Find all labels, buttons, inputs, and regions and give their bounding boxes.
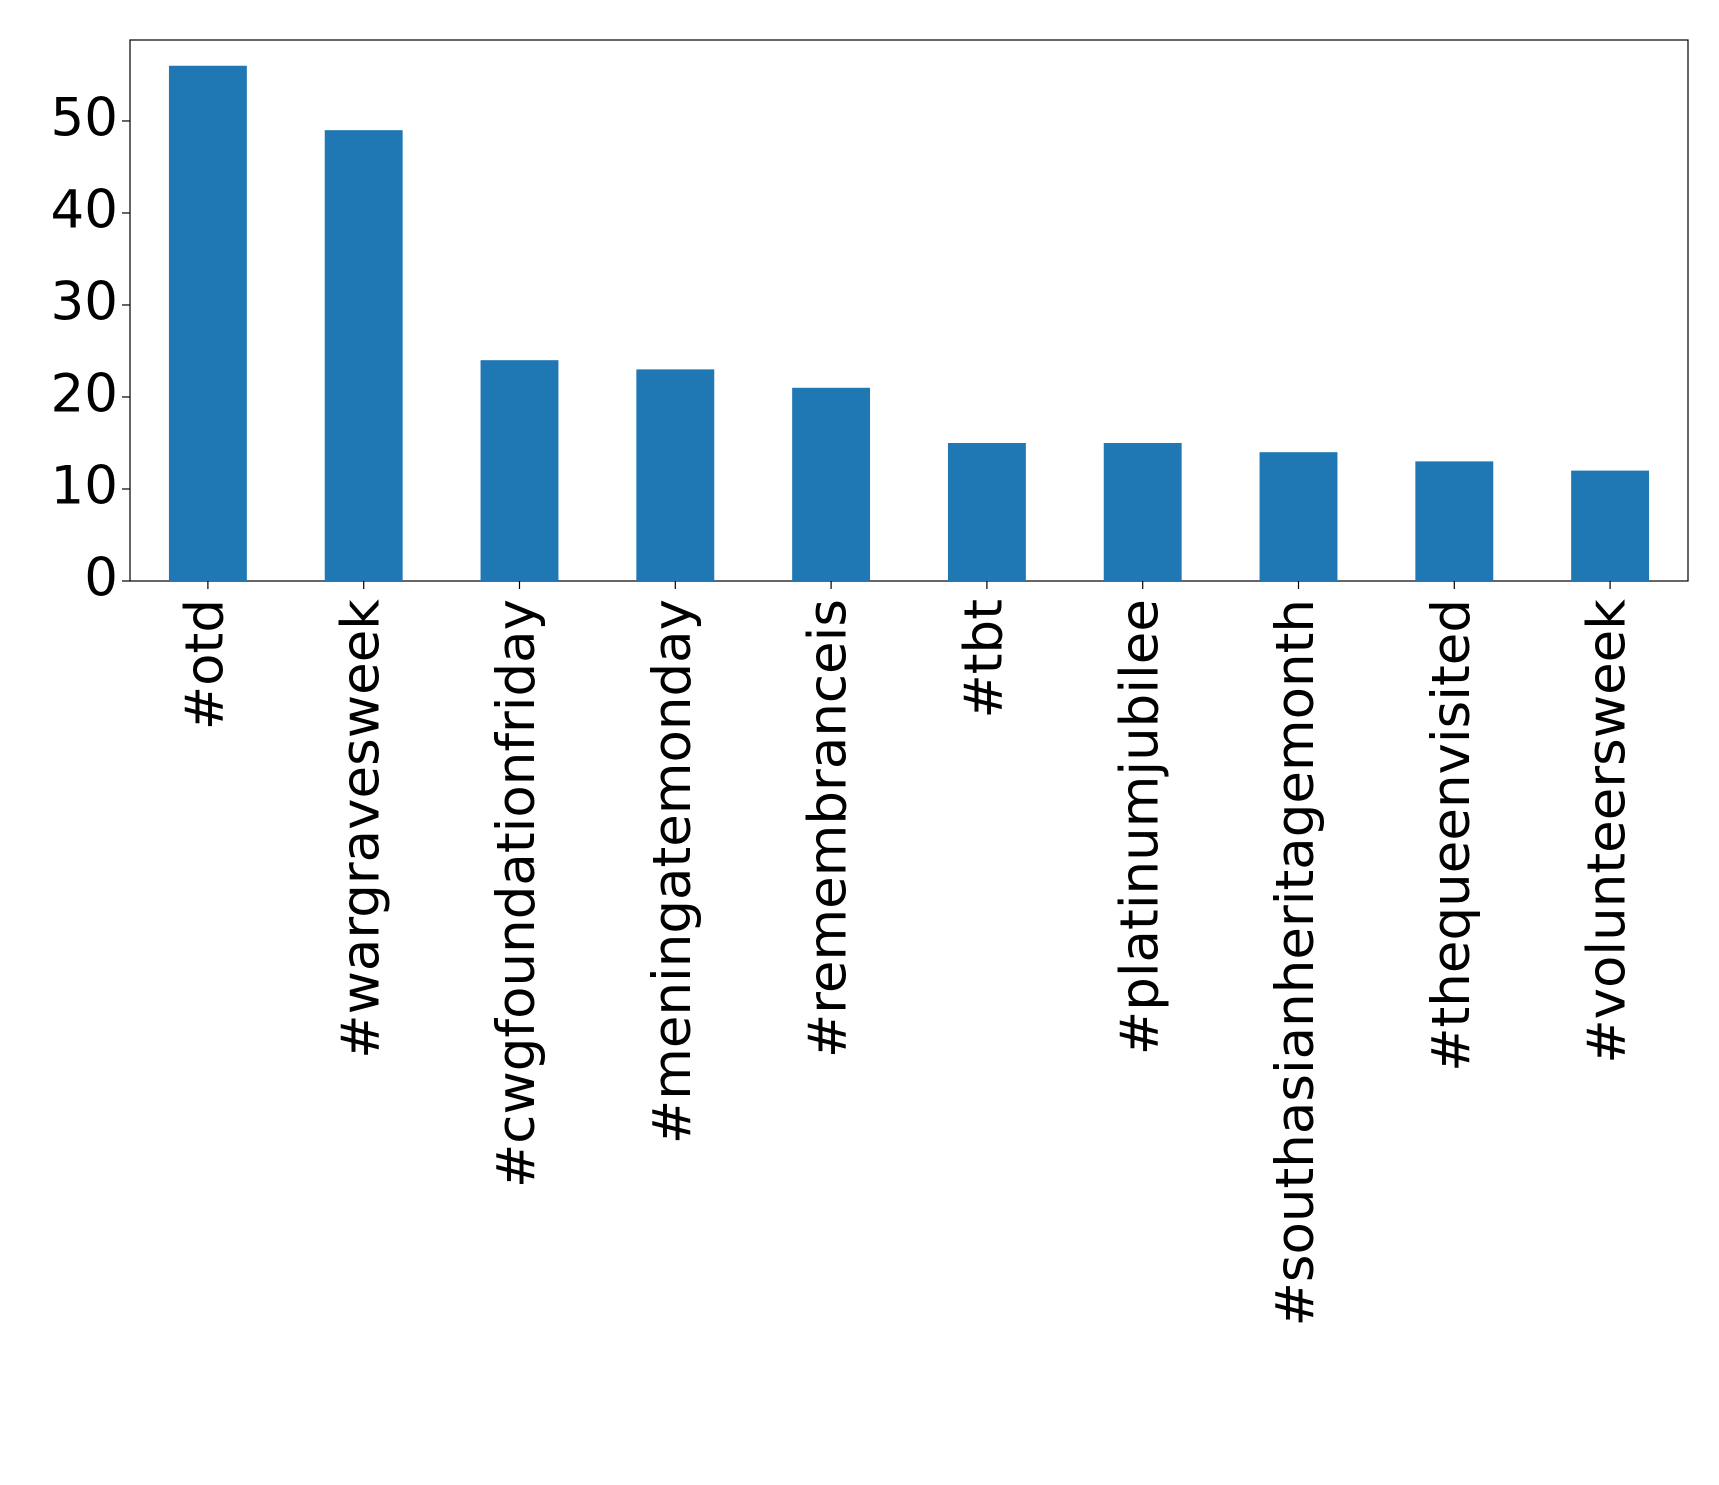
y-tick-label: 30 bbox=[51, 272, 118, 333]
bar bbox=[792, 387, 871, 581]
x-tick-label: #thequeenvisited bbox=[1421, 599, 1482, 1072]
y-tick-label: 20 bbox=[51, 364, 118, 425]
x-tick-label: #platinumjubilee bbox=[1109, 599, 1170, 1055]
x-tick-label: #meningatemonday bbox=[642, 599, 703, 1144]
bar bbox=[1571, 470, 1650, 581]
x-tick-label: #cwgfoundationfriday bbox=[486, 599, 547, 1188]
bar bbox=[1415, 461, 1494, 581]
bar bbox=[1259, 452, 1338, 581]
x-tick-label: #southasianheritagemonth bbox=[1265, 599, 1326, 1327]
x-tick-label: #remembranceis bbox=[798, 599, 859, 1058]
x-tick-label: #volunteersweek bbox=[1577, 599, 1638, 1064]
bar bbox=[1103, 442, 1182, 581]
bar bbox=[947, 442, 1026, 581]
x-tick-label: #tbt bbox=[954, 599, 1015, 719]
y-tick-label: 50 bbox=[51, 88, 118, 149]
y-tick-label: 0 bbox=[84, 548, 118, 609]
y-tick-label: 10 bbox=[51, 456, 118, 517]
y-tick-label: 40 bbox=[51, 180, 118, 241]
x-tick-label: #otd bbox=[175, 599, 236, 730]
plot-frame bbox=[129, 39, 1689, 582]
bar bbox=[168, 65, 247, 581]
bar bbox=[324, 130, 403, 581]
x-tick-label: #wargravesweek bbox=[330, 599, 391, 1059]
bar bbox=[636, 369, 715, 581]
bar bbox=[480, 360, 559, 581]
